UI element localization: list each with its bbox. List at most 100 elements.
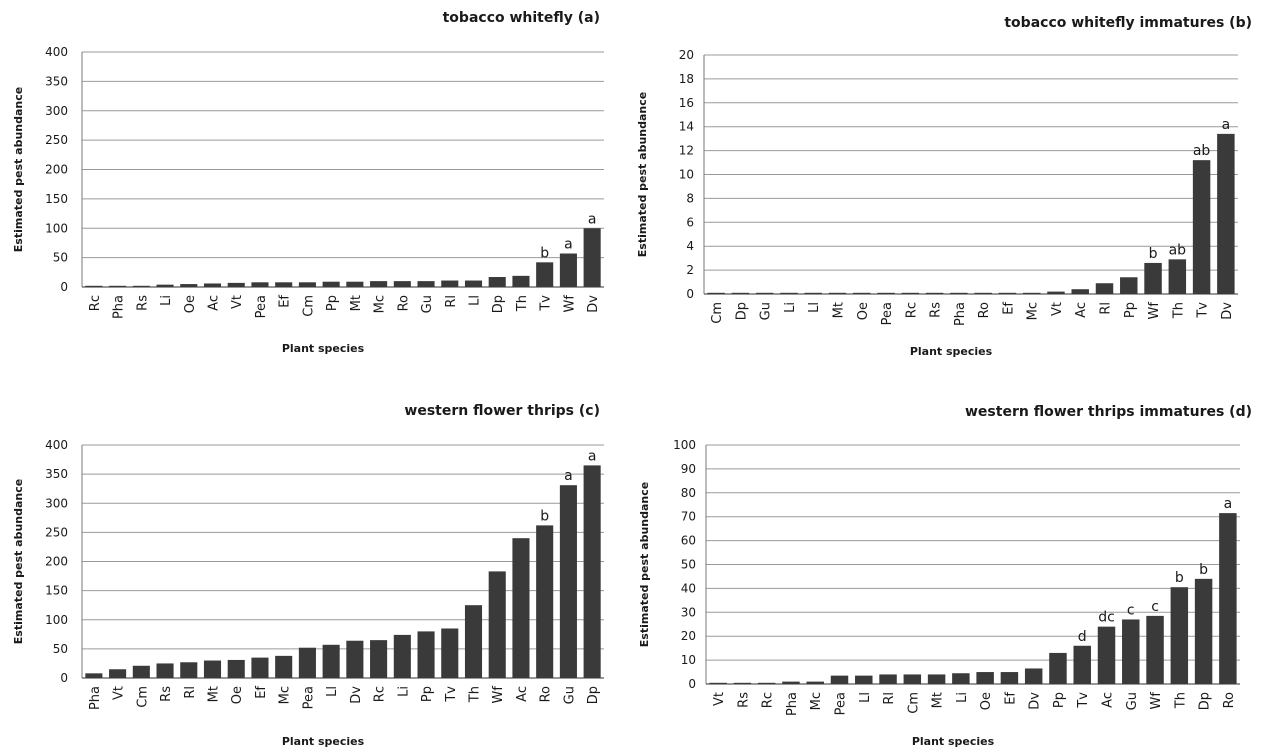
category-label: Vt bbox=[1050, 302, 1065, 316]
bar-Ll bbox=[464, 280, 483, 287]
bar-Vt bbox=[1047, 291, 1065, 294]
category-label: Mt bbox=[349, 295, 364, 311]
significance-label: a bbox=[1224, 496, 1233, 512]
bar-Th bbox=[1170, 587, 1189, 684]
bar-Rs bbox=[156, 663, 174, 678]
bar-Ll bbox=[804, 292, 822, 294]
category-label: Ro bbox=[1222, 692, 1237, 708]
bar-Dv bbox=[346, 640, 364, 678]
bar-Tv bbox=[441, 628, 459, 678]
y-tick-label: 6 bbox=[686, 215, 694, 229]
bar-Li bbox=[952, 673, 970, 684]
y-tick-label: 30 bbox=[681, 605, 696, 619]
category-label: Pea bbox=[880, 302, 895, 325]
category-label: Oe bbox=[183, 295, 198, 313]
x-axis-label: Plant species bbox=[282, 735, 365, 748]
y-axis-label: Estimated pest abundance bbox=[636, 92, 649, 257]
significance-label: a bbox=[588, 211, 597, 227]
bar-Pha bbox=[782, 681, 800, 684]
bar-Wf bbox=[1146, 615, 1164, 684]
bar-Dp bbox=[731, 292, 750, 294]
bar-Li bbox=[156, 284, 174, 287]
category-label: Mc bbox=[373, 295, 388, 313]
bar-Rl bbox=[879, 674, 897, 684]
x-axis-label: Plant species bbox=[912, 735, 995, 748]
bar-Ef bbox=[998, 292, 1017, 294]
y-tick-label: 14 bbox=[679, 120, 694, 134]
bar-Mc bbox=[370, 281, 388, 287]
category-label: Rl bbox=[882, 692, 897, 705]
category-label: Mt bbox=[207, 686, 222, 702]
category-label: Rs bbox=[135, 295, 150, 311]
y-tick-label: 10 bbox=[681, 653, 696, 667]
y-tick-label: 90 bbox=[681, 462, 696, 476]
category-label: Rc bbox=[373, 686, 388, 702]
bar-Dp bbox=[1194, 578, 1213, 684]
bar-Rl bbox=[441, 280, 459, 287]
y-axis-label: Estimated pest abundance bbox=[638, 482, 651, 647]
category-label: Ro bbox=[539, 686, 554, 702]
y-tick-label: 300 bbox=[45, 104, 68, 118]
category-label: Rl bbox=[1099, 302, 1114, 315]
significance-label: b bbox=[540, 508, 549, 524]
category-label: Pha bbox=[953, 302, 968, 326]
category-label: Dv bbox=[586, 295, 601, 313]
bar-Rc bbox=[757, 682, 776, 684]
category-label: Li bbox=[396, 686, 411, 697]
category-label: Rs bbox=[159, 686, 174, 702]
y-tick-label: 150 bbox=[45, 584, 68, 598]
y-tick-label: 150 bbox=[45, 192, 68, 206]
bar-Ll bbox=[322, 644, 340, 678]
category-label: Ef bbox=[278, 295, 293, 308]
bar-Rc bbox=[370, 640, 388, 678]
y-tick-label: 60 bbox=[681, 534, 696, 548]
significance-label: a bbox=[564, 468, 573, 484]
significance-label: a bbox=[588, 448, 597, 464]
category-label: Gu bbox=[420, 295, 435, 313]
category-label: Mt bbox=[931, 692, 946, 708]
bar-Rl bbox=[1095, 283, 1114, 294]
category-label: Pp bbox=[1123, 302, 1138, 318]
category-label: Li bbox=[955, 692, 970, 703]
category-label: Rc bbox=[904, 302, 919, 318]
significance-label: d bbox=[1078, 629, 1087, 645]
significance-label: a bbox=[1222, 117, 1231, 133]
bar-Mc bbox=[1022, 292, 1041, 294]
category-label: Ll bbox=[325, 686, 340, 697]
bar-Pea bbox=[298, 647, 316, 678]
bar-Tv bbox=[1073, 645, 1091, 684]
significance-label: b bbox=[1199, 562, 1208, 578]
category-label: Wf bbox=[1147, 302, 1162, 320]
y-tick-label: 50 bbox=[53, 642, 68, 656]
category-label: Wf bbox=[562, 295, 577, 313]
category-label: Oe bbox=[979, 692, 994, 710]
bar-Pha bbox=[950, 292, 968, 294]
bar-Pha bbox=[85, 673, 103, 678]
bar-Ef bbox=[275, 282, 293, 287]
category-label: Rs bbox=[736, 692, 751, 708]
bar-Ll bbox=[855, 675, 873, 684]
y-tick-label: 16 bbox=[679, 96, 694, 110]
significance-label: a bbox=[564, 237, 573, 253]
bar-Oe bbox=[227, 659, 245, 678]
chart-title: western flower thrips immatures (d) bbox=[965, 404, 1252, 420]
category-label: Pp bbox=[325, 295, 340, 311]
bar-Dv bbox=[1217, 133, 1235, 294]
bar-Vt bbox=[109, 669, 127, 678]
y-axis-label: Estimated pest abundance bbox=[12, 87, 25, 252]
bar-Ro bbox=[536, 525, 554, 678]
category-label: Li bbox=[159, 295, 174, 306]
bar-Mt bbox=[828, 292, 847, 294]
bar-Cm bbox=[132, 665, 150, 678]
category-label: Rs bbox=[929, 302, 944, 318]
bar-Gu bbox=[755, 292, 774, 294]
bar-Ac bbox=[1097, 626, 1116, 684]
bar-Rl bbox=[180, 662, 198, 678]
bar-Th bbox=[512, 275, 530, 287]
bar-Ro bbox=[393, 281, 411, 287]
bar-Wf bbox=[488, 571, 506, 678]
y-tick-label: 0 bbox=[688, 677, 696, 691]
category-label: Dp bbox=[586, 686, 601, 704]
category-label: Gu bbox=[562, 686, 577, 704]
